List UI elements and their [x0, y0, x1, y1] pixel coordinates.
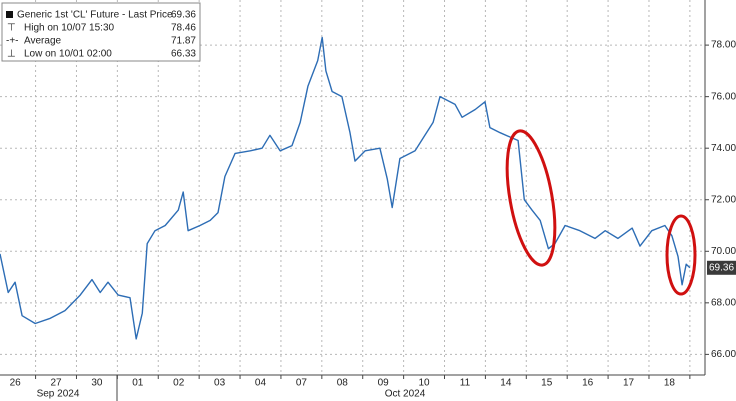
- x-tick-label: 03: [214, 378, 226, 389]
- x-tick-label: 09: [378, 378, 390, 389]
- y-tick-label: 74.00: [711, 143, 736, 154]
- x-tick-label: 08: [337, 378, 349, 389]
- legend-value: 71.87: [171, 36, 196, 47]
- last-price-label: 69.36: [709, 262, 734, 273]
- x-tick-label: 04: [255, 378, 267, 389]
- x-tick-label: 01: [132, 378, 144, 389]
- highlight-ellipse: [505, 129, 557, 267]
- legend-swatch: [6, 11, 13, 18]
- x-tick-label: 30: [91, 378, 103, 389]
- x-tick-label: 14: [500, 378, 512, 389]
- legend-symbol: ⊤: [7, 23, 16, 34]
- x-tick-label: 17: [623, 378, 635, 389]
- legend-label: High on 10/07 15:30: [24, 23, 115, 34]
- legend-label: Generic 1st 'CL' Future - Last Price: [17, 10, 173, 21]
- x-tick-label: 15: [541, 378, 553, 389]
- y-tick-label: 72.00: [711, 194, 736, 205]
- x-tick-label: 26: [10, 378, 22, 389]
- highlight-ellipse: [665, 214, 697, 296]
- y-tick-label: 70.00: [711, 246, 736, 257]
- legend-label: Average: [24, 36, 62, 47]
- x-tick-label: 11: [460, 378, 471, 389]
- legend: ⊤ -+- ⊥ Generic 1st 'CL' Future - Last P…: [1, 2, 201, 62]
- last-price-tag: [707, 260, 736, 275]
- y-tick-label: 78.00: [711, 40, 736, 51]
- legend-value: 69.36: [171, 10, 196, 21]
- x-tick-label: 02: [173, 378, 185, 389]
- price-line: [0, 36, 691, 340]
- x-tick-label: 27: [50, 378, 62, 389]
- y-tick-label: 66.00: [711, 349, 736, 360]
- legend-box: [1, 2, 201, 62]
- x-tick-label: 16: [582, 378, 594, 389]
- legend-label: Low on 10/01 02:00: [24, 49, 112, 60]
- data-layer: [0, 36, 691, 340]
- legend-value: 66.33: [171, 49, 196, 60]
- x-tick-label: 07: [296, 378, 308, 389]
- y-tick-label: 76.00: [711, 91, 736, 102]
- legend-symbol: -+-: [6, 36, 19, 47]
- month-label: Sep 2024: [37, 389, 80, 400]
- x-tick-label: 18: [664, 378, 676, 389]
- month-label: Oct 2024: [385, 389, 426, 400]
- legend-symbol: ⊥: [7, 49, 16, 60]
- x-tick-label: 10: [419, 378, 431, 389]
- y-tick-label: 68.00: [711, 297, 736, 308]
- legend-value: 78.46: [171, 23, 196, 34]
